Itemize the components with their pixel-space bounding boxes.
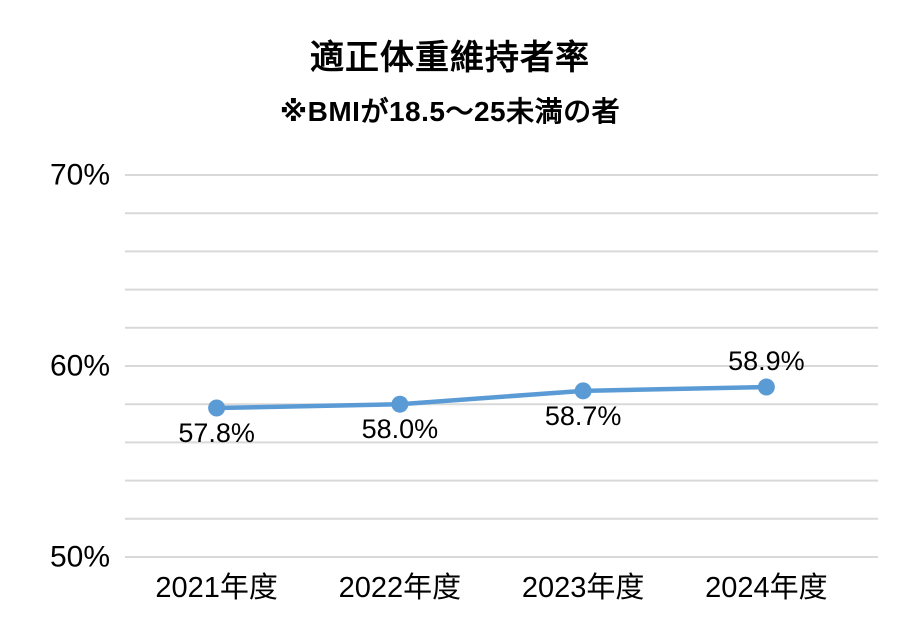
data-label: 58.7%: [545, 401, 622, 431]
chart-subtitle: ※BMIが18.5～25未満の者: [279, 96, 621, 127]
data-label: 58.0%: [362, 414, 439, 444]
series-line: [214, 384, 769, 411]
data-point-marker: [208, 399, 226, 417]
x-axis-label: 2021年度: [155, 571, 278, 604]
x-axis-label: 2022年度: [339, 571, 462, 604]
data-point-marker: [391, 395, 409, 413]
y-axis-tick-label: 60%: [50, 350, 110, 383]
data-point-marker: [574, 382, 592, 400]
x-axis-label: 2023年度: [522, 571, 645, 604]
chart-title: 適正体重維持者率: [310, 39, 590, 77]
data-label: 58.9%: [728, 346, 805, 376]
x-axis-label: 2024年度: [705, 571, 828, 604]
data-point-marker: [757, 378, 775, 396]
y-axis-tick-label: 50%: [50, 541, 110, 574]
data-label: 57.8%: [178, 418, 255, 448]
y-axis-tick-label: 70%: [50, 159, 110, 192]
